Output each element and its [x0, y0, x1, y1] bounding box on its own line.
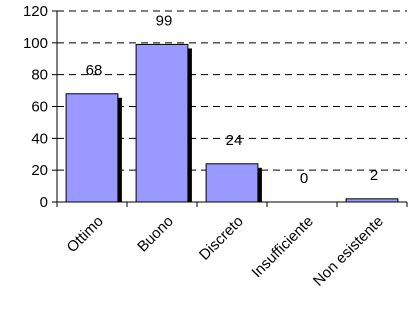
y-axis-tick-labels: 0 20 40 60 80 100 120: [23, 3, 48, 211]
y-tick-label-80: 80: [31, 67, 48, 84]
x-tick-label-discreto: Discreto: [196, 213, 247, 264]
gridlines: [57, 10, 407, 171]
bars: [65, 43, 399, 203]
data-label-2: 24: [226, 132, 243, 149]
data-label-0: 68: [86, 62, 103, 79]
y-tick-label-40: 40: [31, 130, 48, 147]
bar-buono: [135, 43, 189, 203]
x-tick-label-ottimo: Ottimo: [64, 213, 107, 256]
data-labels: 68 99 24 0 2: [86, 12, 379, 187]
x-tick-label-buono: Buono: [134, 213, 177, 256]
x-tick-label-insufficiente: Insufficiente: [248, 213, 316, 281]
bar-discreto: [205, 163, 259, 203]
y-tick-label-120: 120: [23, 3, 48, 20]
data-label-3: 0: [300, 170, 308, 187]
y-tick-label-20: 20: [31, 162, 48, 179]
data-label-4: 2: [370, 167, 378, 184]
axes: [52, 10, 408, 207]
x-tick-label-non-esistente: Non esistente: [310, 213, 387, 290]
y-tick-label-0: 0: [40, 194, 48, 211]
y-tick-label-100: 100: [23, 35, 48, 52]
data-label-1: 99: [156, 12, 173, 29]
y-tick-label-60: 60: [31, 99, 48, 116]
bar-ottimo: [65, 93, 119, 203]
